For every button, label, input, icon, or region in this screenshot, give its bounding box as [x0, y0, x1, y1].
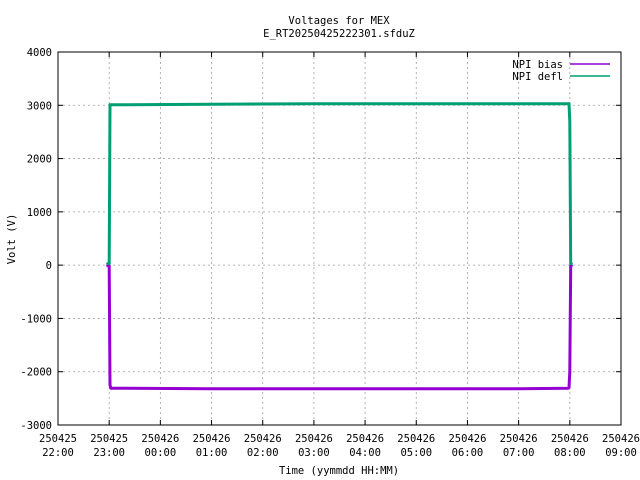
x-tick-date-label: 250426 [141, 433, 179, 445]
x-axis-label: Time (yymmdd HH:MM) [279, 465, 399, 477]
y-tick-label: -1000 [20, 313, 52, 325]
x-tick-time-label: 03:00 [298, 447, 330, 459]
series-npi-defl [106, 102, 573, 265]
x-tick-time-label: 09:00 [605, 447, 637, 459]
grid-layer [58, 52, 621, 425]
y-tick-label: 1000 [27, 207, 52, 219]
data-point [568, 370, 572, 374]
y-tick-label: 2000 [27, 154, 52, 166]
x-tick-time-label: 07:00 [503, 447, 535, 459]
plot-frame [57, 51, 622, 426]
series-layer [106, 102, 573, 391]
x-tick-time-label: 23:00 [93, 447, 125, 459]
data-point [414, 387, 418, 391]
series-line [107, 264, 573, 391]
data-point [108, 103, 112, 107]
axis-layer: 40003000200010000-1000-2000-300025042522… [20, 47, 640, 459]
data-point [107, 262, 111, 265]
data-point [517, 102, 520, 105]
x-tick-date-label: 250425 [39, 433, 77, 445]
x-tick-date-label: 250426 [346, 433, 384, 445]
x-tick-date-label: 250426 [500, 433, 538, 445]
data-point [210, 387, 213, 391]
y-tick-label: 4000 [27, 47, 52, 59]
data-point [210, 102, 213, 106]
x-tick-date-label: 250426 [397, 433, 435, 445]
y-tick-label: -2000 [20, 367, 52, 379]
x-tick-date-label: 250426 [448, 433, 486, 445]
series-line [107, 102, 573, 265]
x-tick-time-label: 04:00 [349, 447, 381, 459]
x-tick-time-label: 00:00 [145, 447, 177, 459]
x-tick-time-label: 01:00 [196, 447, 228, 459]
chart-subtitle: E_RT20250425222301.sfduZ [263, 28, 415, 40]
data-point [414, 102, 418, 105]
data-point [109, 386, 113, 390]
x-tick-time-label: 06:00 [452, 447, 484, 459]
data-point [107, 264, 111, 267]
data-point [570, 264, 573, 267]
x-tick-date-label: 250426 [551, 433, 589, 445]
x-tick-date-label: 250426 [295, 433, 333, 445]
data-point [312, 102, 316, 105]
chart-title: Voltages for MEX [288, 15, 390, 27]
y-tick-label: -3000 [20, 420, 52, 432]
series-npi-bias [106, 264, 573, 391]
x-tick-time-label: 08:00 [554, 447, 586, 459]
x-tick-time-label: 05:00 [400, 447, 432, 459]
data-point [568, 119, 572, 123]
x-tick-date-label: 250426 [244, 433, 282, 445]
x-tick-date-label: 250426 [602, 433, 640, 445]
y-tick-label: 0 [46, 260, 52, 272]
legend-label: NPI defl [512, 71, 563, 83]
data-point [570, 262, 573, 265]
data-point [567, 102, 571, 105]
x-tick-date-label: 250426 [193, 433, 231, 445]
x-tick-date-label: 250425 [90, 433, 128, 445]
y-tick-label: 3000 [27, 100, 52, 112]
x-tick-time-label: 22:00 [42, 447, 74, 459]
y-axis-label: Volt (V) [6, 214, 18, 265]
legend-label: NPI bias [512, 59, 563, 71]
x-tick-time-label: 02:00 [247, 447, 279, 459]
data-point [517, 387, 520, 391]
data-point [108, 383, 112, 387]
data-point [567, 386, 571, 390]
data-point [312, 387, 316, 391]
